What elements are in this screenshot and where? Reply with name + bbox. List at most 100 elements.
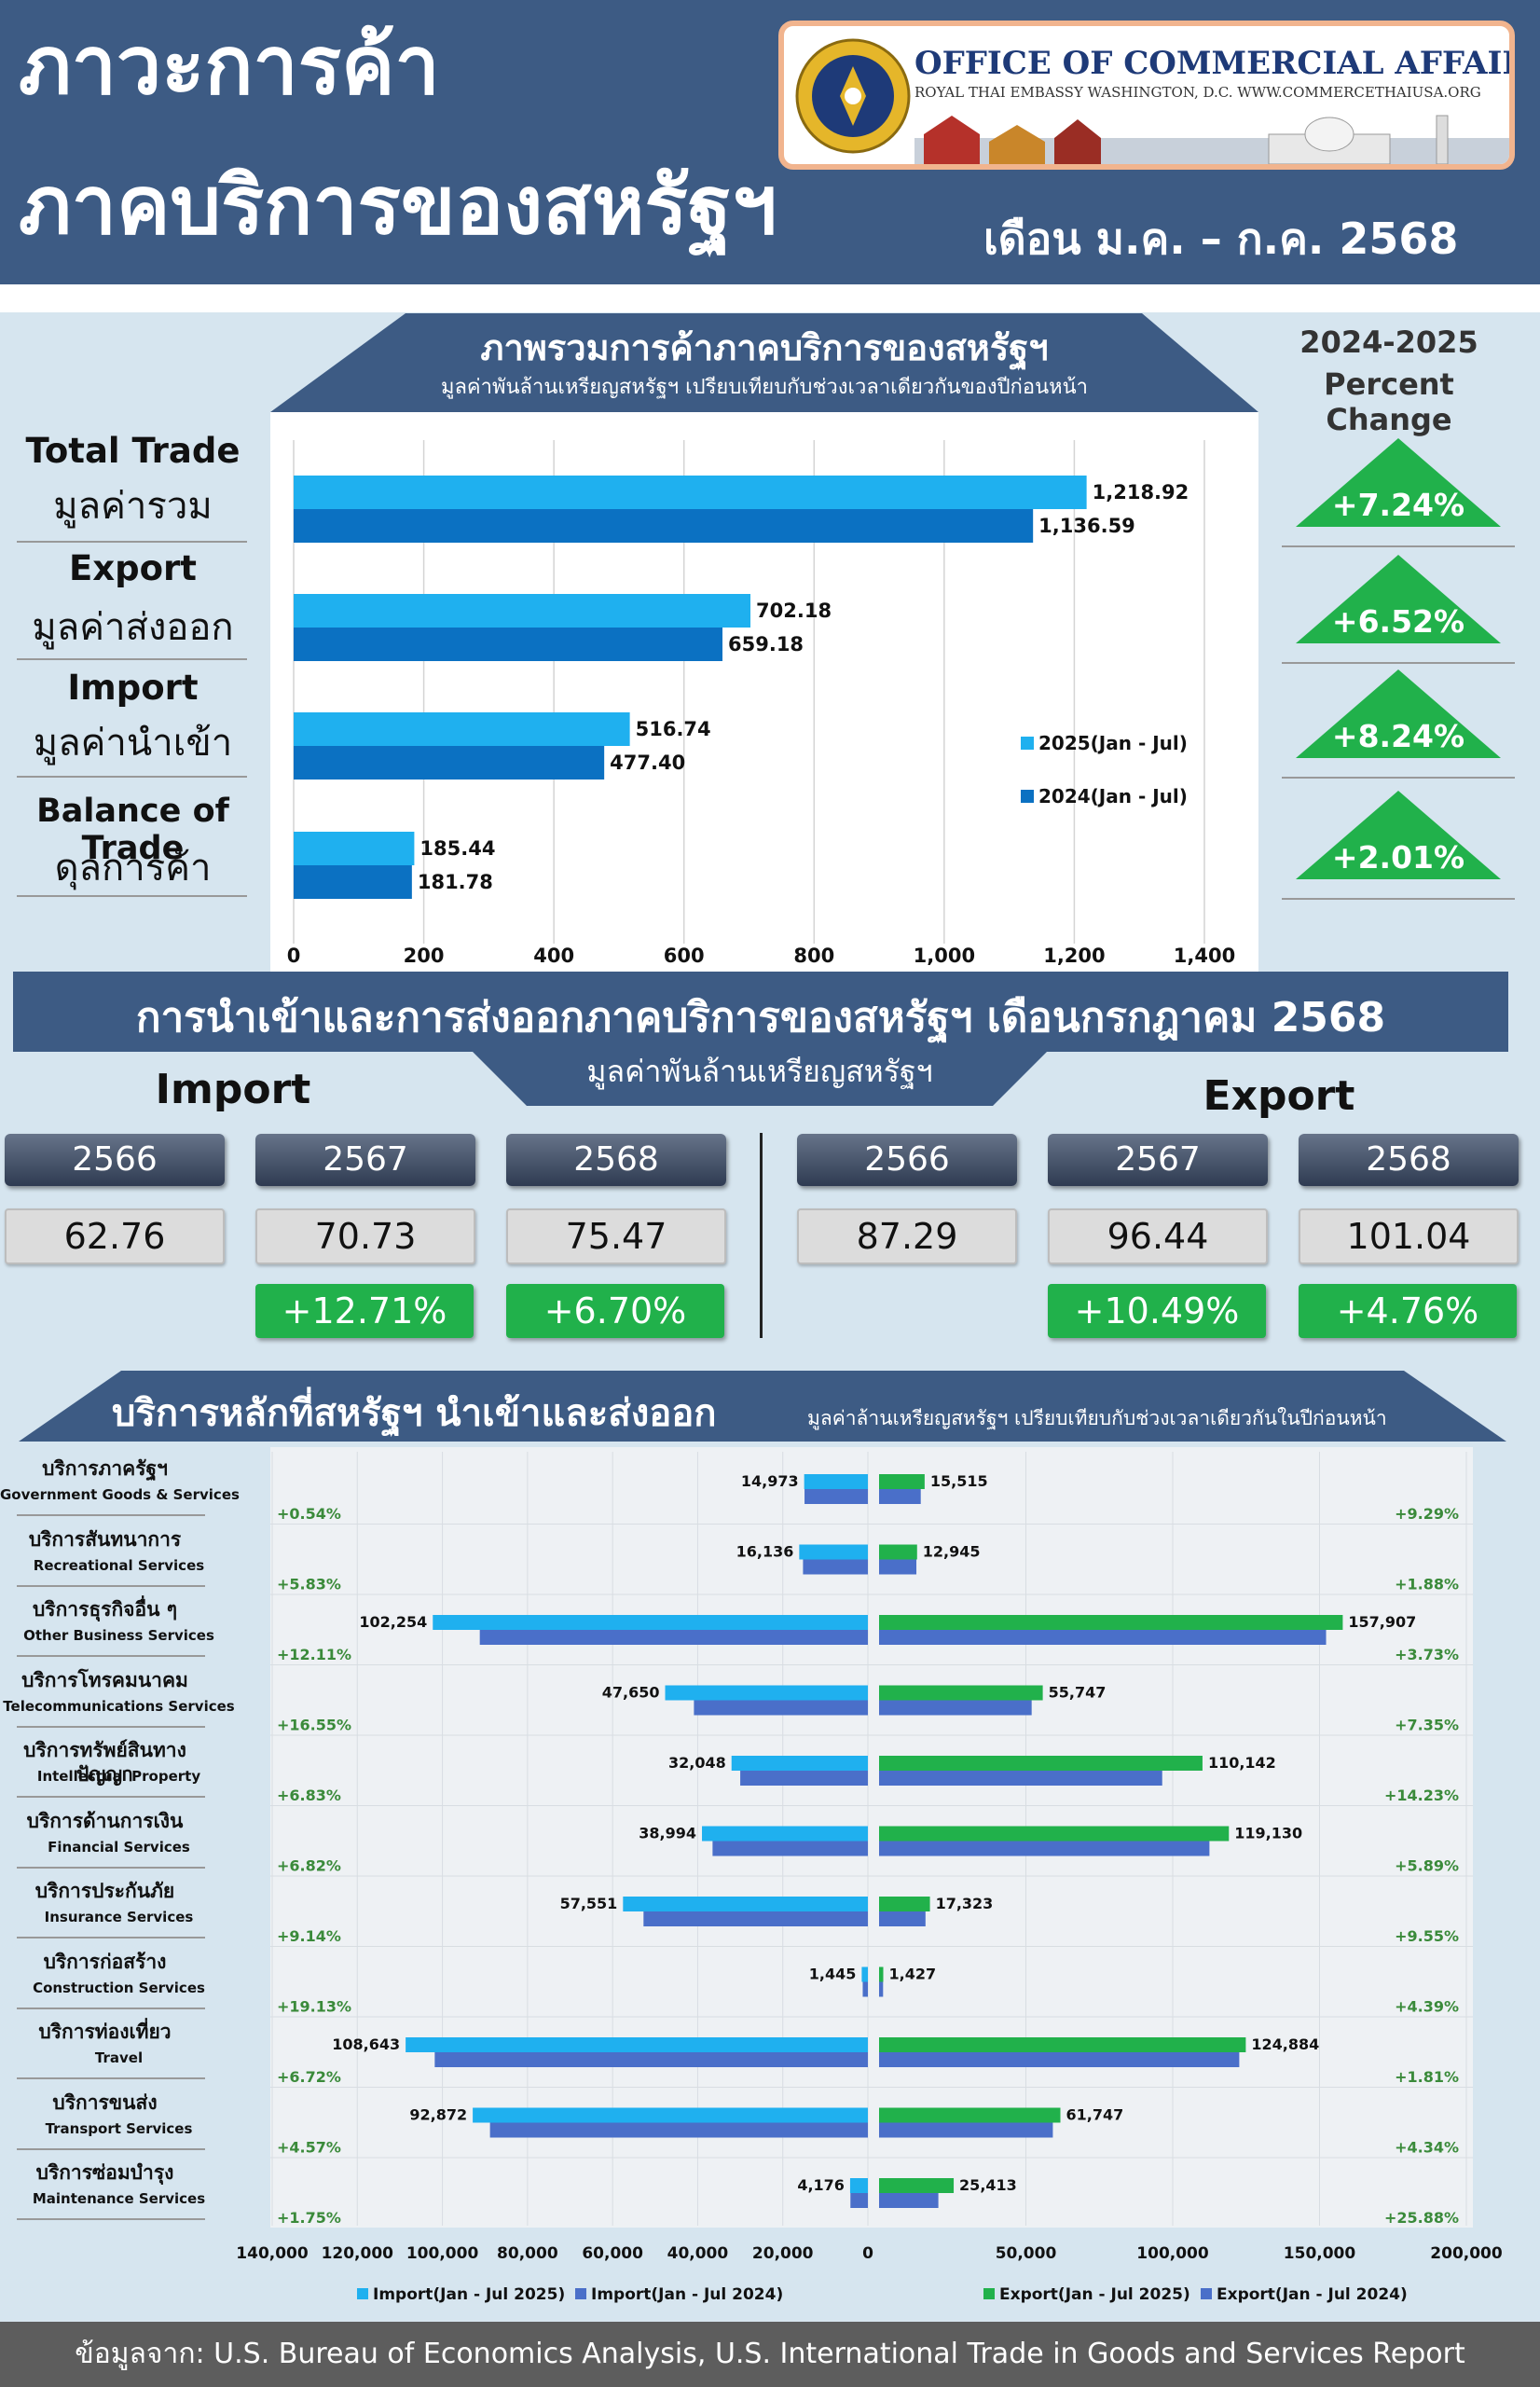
page-title-line2: ภาคบริการของสหรัฐฯ bbox=[19, 159, 777, 253]
export-pct-change: +5.89% bbox=[1395, 1857, 1459, 1875]
monthly-banner-subtitle: มูลค่าพันล้านเหรียญสหรัฐฯ bbox=[586, 1054, 933, 1089]
service-label-th: บริการสันทนาการ bbox=[28, 1527, 182, 1551]
divider bbox=[17, 895, 247, 897]
export-value-label: 17,323 bbox=[936, 1895, 994, 1912]
import-change-2568: +6.70% bbox=[506, 1284, 724, 1338]
service-label-en: Travel bbox=[94, 2049, 144, 2066]
import-pct-change: +6.82% bbox=[277, 1857, 341, 1875]
import-2024-bar bbox=[803, 1559, 868, 1575]
service-label-en: Telecommunications Services bbox=[3, 1697, 235, 1715]
x-tick-label: 600 bbox=[664, 945, 705, 967]
import-value-label: 1,445 bbox=[809, 1966, 857, 1983]
percent-change-panel: +7.24% +6.52% +8.24% +2.01% bbox=[1282, 438, 1515, 900]
data-label: 477.40 bbox=[610, 752, 685, 774]
data-label: 185.44 bbox=[419, 837, 495, 860]
pct-header-line1: 2024-2025 bbox=[1299, 324, 1478, 360]
percent-change-value: +2.01% bbox=[1332, 839, 1464, 876]
row-label-export-th: มูลค่าส่งออก bbox=[32, 606, 234, 649]
export-pct-change: +7.35% bbox=[1395, 1717, 1459, 1734]
import-2025-bar bbox=[433, 1615, 868, 1630]
import-value-label: 108,643 bbox=[332, 2035, 400, 2053]
x-tick-label: 1,000 bbox=[914, 945, 975, 967]
increase-triangle-icon bbox=[1296, 669, 1501, 758]
export-axis-tick: 100,000 bbox=[1136, 2244, 1209, 2263]
data-label: 1,218.92 bbox=[1093, 481, 1189, 504]
import-pct-change: +12.11% bbox=[277, 1646, 351, 1663]
export-2025-bar bbox=[879, 1966, 884, 1982]
divider bbox=[17, 658, 247, 660]
monthly-import-label: Import bbox=[155, 1066, 311, 1113]
divider bbox=[17, 1937, 205, 1939]
export-pct-change: +3.73% bbox=[1395, 1646, 1459, 1663]
increase-triangle-icon bbox=[1296, 438, 1501, 527]
service-label-th: บริการโทรคมนาคม bbox=[21, 1668, 188, 1691]
service-label-en: Other Business Services bbox=[23, 1627, 214, 1644]
overview-banner-subtitle: มูลค่าพันล้านเหรียญสหรัฐฯ เปรียบเทียบกับ… bbox=[440, 376, 1089, 399]
import-axis-tick: 20,000 bbox=[752, 2244, 814, 2263]
logo-name: OFFICE OF COMMERCIAL AFFAIRS bbox=[914, 45, 1515, 82]
service-category-labels: บริการภาครัฐฯ Government Goods & Services… bbox=[0, 1447, 240, 2230]
legend-swatch bbox=[575, 2288, 586, 2299]
export-pct-change: +4.34% bbox=[1395, 2139, 1459, 2157]
data-label: 516.74 bbox=[636, 718, 711, 740]
import-2025-bar bbox=[623, 1897, 868, 1911]
export-value-label: 110,142 bbox=[1208, 1754, 1276, 1772]
import-axis-tick: 0 bbox=[862, 2244, 873, 2263]
import-pct-change: +9.14% bbox=[277, 1927, 341, 1945]
service-label-en: Maintenance Services bbox=[32, 2190, 206, 2207]
increase-triangle-icon bbox=[1296, 555, 1501, 643]
service-label-en: Recreational Services bbox=[33, 1556, 205, 1574]
export-axis-tick: 50,000 bbox=[996, 2244, 1057, 2263]
legend-swatch bbox=[357, 2288, 368, 2299]
services-banner-shape bbox=[19, 1371, 1506, 1442]
service-label-en: Financial Services bbox=[48, 1838, 190, 1856]
export-pct-change: +14.23% bbox=[1384, 1787, 1459, 1804]
import-value-label: 57,551 bbox=[560, 1895, 618, 1912]
export-2024-bar bbox=[879, 1489, 921, 1504]
emblem-icon bbox=[795, 38, 911, 154]
export-pct-change: +9.29% bbox=[1395, 1505, 1459, 1523]
legend-label: Import(Jan - Jul 2025) bbox=[373, 2285, 565, 2304]
overview-banner-title: ภาพรวมการค้าภาคบริการของสหรัฐฯ bbox=[480, 327, 1049, 368]
export-pct-change: +1.81% bbox=[1395, 2068, 1459, 2086]
x-tick-label: 0 bbox=[287, 945, 301, 967]
import-pct-change: +1.75% bbox=[277, 2209, 341, 2227]
import-year-2567: 2567 bbox=[255, 1134, 475, 1186]
export-2024-bar bbox=[879, 1559, 917, 1575]
import-pct-change: +0.54% bbox=[277, 1505, 341, 1523]
percent-change-value: +6.52% bbox=[1332, 603, 1464, 640]
divider bbox=[17, 1725, 205, 1728]
export-2025-bar bbox=[879, 2107, 1061, 2123]
divider bbox=[17, 2077, 205, 2079]
skyline-illustration bbox=[914, 115, 1509, 164]
row-label-export-en: Export bbox=[69, 548, 197, 588]
service-label-en: Insurance Services bbox=[44, 1909, 194, 1925]
import-value-2567: 70.73 bbox=[255, 1208, 475, 1264]
export-value-label: 15,515 bbox=[930, 1472, 988, 1490]
data-label: 181.78 bbox=[418, 871, 493, 893]
import-2024-bar bbox=[740, 1771, 868, 1786]
export-2025-bar bbox=[879, 1826, 1230, 1842]
import-year-2568: 2568 bbox=[506, 1134, 726, 1186]
import-pct-change: +19.13% bbox=[277, 1998, 351, 2016]
data-label: 659.18 bbox=[728, 633, 804, 655]
import-value-label: 16,136 bbox=[736, 1543, 794, 1561]
export-value-2567: 96.44 bbox=[1048, 1208, 1268, 1264]
service-label-en: Transport Services bbox=[45, 2119, 193, 2137]
export-2025-bar bbox=[879, 2037, 1246, 2052]
bar-2024 bbox=[294, 746, 605, 780]
services-banner-title: บริการหลักที่สหรัฐฯ นำเข้าและส่งออก bbox=[112, 1392, 717, 1435]
export-2025-bar bbox=[879, 1756, 1203, 1771]
import-2024-bar bbox=[712, 1841, 868, 1856]
data-label: 702.18 bbox=[756, 600, 832, 622]
import-value-label: 14,973 bbox=[741, 1472, 799, 1490]
export-pct-change: +25.88% bbox=[1384, 2209, 1459, 2227]
service-label-en: Intellectual Property bbox=[36, 1768, 201, 1785]
export-2024-bar bbox=[879, 1841, 1210, 1856]
import-2024-bar bbox=[862, 1981, 868, 1997]
export-year-2567: 2567 bbox=[1048, 1134, 1268, 1186]
export-2024-bar bbox=[879, 1981, 884, 1997]
service-label-en: Government Goods & Services bbox=[0, 1486, 240, 1503]
import-change-2567: +12.71% bbox=[255, 1284, 474, 1338]
divider bbox=[17, 776, 247, 778]
